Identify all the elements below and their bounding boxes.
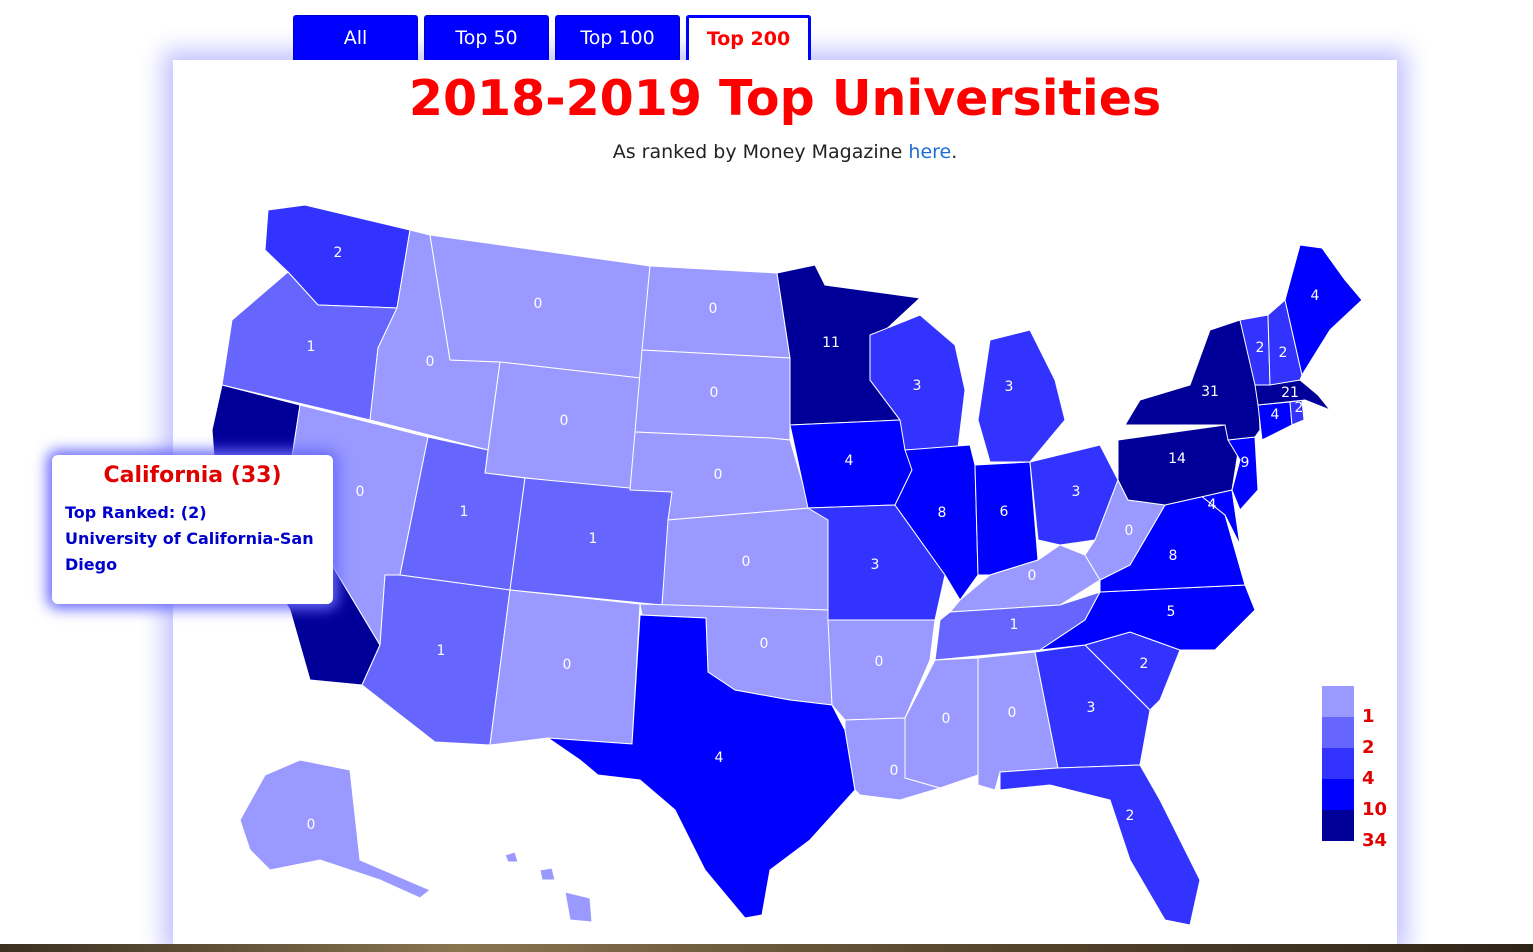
label-ct: 4: [1271, 407, 1280, 423]
subtitle-text: As ranked by Money Magazine: [612, 141, 909, 163]
label-ma: 21: [1281, 385, 1299, 401]
state-me[interactable]: [1284, 244, 1363, 377]
label-ri: 2: [1295, 400, 1304, 416]
label-in: 6: [1000, 504, 1009, 520]
label-sd: 0: [710, 385, 719, 401]
label-nj: 9: [1241, 455, 1250, 471]
label-ks: 0: [742, 554, 751, 570]
tooltip-university-line1: University of California-San: [65, 529, 314, 548]
label-sc: 2: [1140, 656, 1149, 672]
page-title: 2018-2019 Top Universities: [408, 70, 1162, 127]
legend-swatch-34: [1322, 810, 1354, 841]
state-tooltip: California (33) Top Ranked: (2) Universi…: [52, 455, 333, 604]
label-md: 4: [1208, 497, 1217, 513]
label-vt: 2: [1256, 340, 1265, 356]
legend-label-34: 34: [1362, 830, 1388, 851]
label-mt: 0: [534, 296, 543, 312]
state-value-labels: 2 1 0 0 0 0 1 1 1 0 0 0 0 0 0 4 11 4 3 0…: [307, 245, 1320, 833]
label-mo: 3: [871, 557, 880, 573]
label-ut: 1: [460, 504, 469, 520]
label-tn: 1: [1010, 617, 1019, 633]
label-ak: 0: [307, 817, 316, 833]
tab-top-200[interactable]: Top 200: [686, 15, 811, 60]
label-nm: 0: [563, 657, 572, 673]
label-fl: 2: [1126, 808, 1135, 824]
tooltip-title: California (33): [103, 463, 282, 488]
legend-swatch-1: [1322, 686, 1354, 717]
label-mn: 11: [822, 335, 840, 351]
label-tx: 4: [715, 750, 724, 766]
label-al: 0: [1008, 705, 1017, 721]
label-wy: 0: [560, 413, 569, 429]
label-nh: 2: [1279, 345, 1288, 361]
state-az[interactable]: [361, 574, 511, 746]
label-wi: 3: [913, 378, 922, 394]
tooltip-top-ranked: Top Ranked: (2): [65, 503, 207, 522]
legend-swatch-2: [1322, 717, 1354, 748]
label-ga: 3: [1087, 700, 1096, 716]
legend-label-4: 4: [1362, 768, 1375, 789]
tooltip-university-line2: Diego: [65, 555, 118, 574]
ranking-tabs: All Top 50 Top 100 Top 200: [293, 15, 811, 60]
label-oh: 3: [1072, 484, 1081, 500]
legend-label-10: 10: [1362, 799, 1388, 820]
state-ny[interactable]: [1124, 319, 1261, 441]
label-co: 1: [589, 531, 598, 547]
state-nh[interactable]: [1267, 299, 1303, 386]
tab-top-50[interactable]: Top 50: [424, 15, 549, 60]
label-ok: 0: [760, 636, 769, 652]
tab-top-100[interactable]: Top 100: [555, 15, 680, 60]
state-fl[interactable]: [999, 764, 1201, 926]
label-ny: 31: [1201, 384, 1219, 400]
label-or: 1: [307, 339, 316, 355]
label-wv: 0: [1125, 523, 1134, 539]
label-nv: 0: [356, 484, 365, 500]
label-az: 1: [437, 643, 446, 659]
legend-swatch-4: [1322, 748, 1354, 779]
label-nd: 0: [709, 301, 718, 317]
label-wa: 2: [334, 245, 343, 261]
label-ms: 0: [942, 711, 951, 727]
subtitle-suffix: .: [951, 141, 958, 163]
label-pa: 14: [1168, 451, 1186, 467]
label-id: 0: [426, 354, 435, 370]
state-tx[interactable]: [546, 614, 856, 919]
label-mi: 3: [1005, 379, 1014, 395]
tab-all[interactable]: All: [293, 15, 418, 60]
label-il: 8: [938, 505, 947, 521]
state-ak[interactable]: [239, 759, 431, 899]
label-nc: 5: [1167, 604, 1176, 620]
label-me: 4: [1311, 288, 1320, 304]
state-mi[interactable]: [977, 329, 1066, 463]
label-ia: 4: [845, 453, 854, 469]
label-la: 0: [890, 763, 899, 779]
label-ky: 0: [1028, 568, 1037, 584]
label-ne: 0: [714, 467, 723, 483]
state-hi[interactable]: [504, 851, 593, 923]
label-ar: 0: [875, 654, 884, 670]
legend-label-1: 1: [1362, 706, 1375, 727]
legend-swatch-10: [1322, 779, 1354, 810]
label-va: 8: [1169, 548, 1178, 564]
background-strip: [0, 944, 1533, 952]
page-subtitle: As ranked by Money Magazine here.: [173, 141, 1397, 163]
source-link[interactable]: here: [908, 141, 952, 163]
legend-label-2: 2: [1362, 737, 1375, 758]
